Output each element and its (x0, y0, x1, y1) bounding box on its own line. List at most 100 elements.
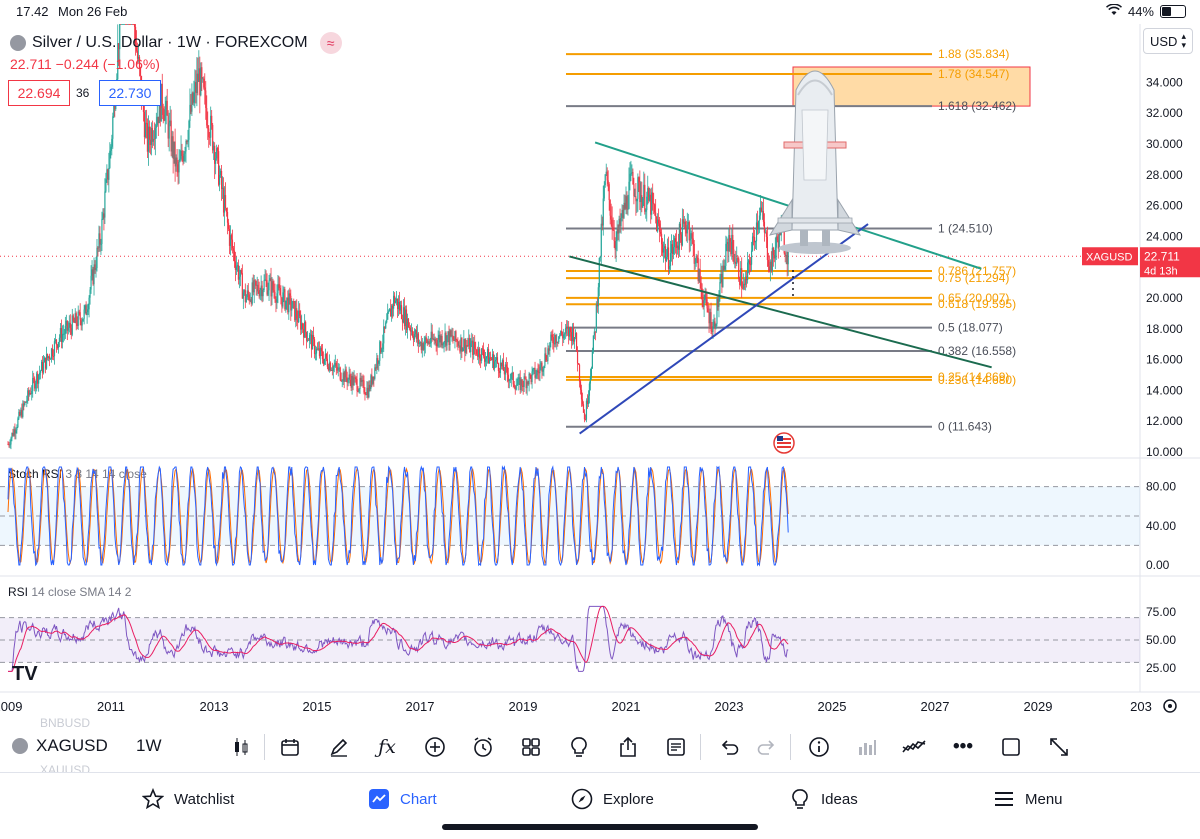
candle (603, 185, 605, 199)
candle (532, 369, 534, 372)
list-icon[interactable] (663, 734, 689, 760)
nav-ideas[interactable]: Ideas (789, 788, 858, 810)
candle (106, 169, 108, 180)
info-icon[interactable] (806, 734, 832, 760)
candle (240, 270, 242, 274)
interval-button[interactable]: 1W (136, 736, 162, 755)
candle (24, 401, 26, 406)
candle (386, 319, 388, 323)
candle (220, 170, 223, 190)
candle (218, 151, 220, 185)
candle (745, 276, 747, 285)
grid-icon[interactable] (518, 734, 544, 760)
more-icon[interactable]: ••• (953, 736, 973, 757)
plus-circle-icon[interactable] (422, 734, 448, 760)
candle (175, 157, 177, 167)
candle (539, 366, 541, 374)
candle (507, 374, 509, 382)
candle (656, 216, 658, 232)
candle (216, 148, 218, 159)
candle (690, 233, 692, 239)
candle (743, 283, 745, 289)
candle (42, 361, 44, 373)
candle (62, 333, 64, 335)
candle (51, 348, 54, 357)
square-icon[interactable] (998, 734, 1024, 760)
pencil-icon[interactable] (326, 734, 352, 760)
candle (484, 358, 487, 362)
candle (35, 383, 37, 389)
wave-icon[interactable]: ≈ (319, 32, 342, 54)
candle (678, 223, 680, 250)
candle (488, 357, 491, 364)
alarm-icon[interactable] (470, 734, 496, 760)
symbol-switcher[interactable]: XAGUSD (12, 736, 108, 756)
candle (362, 379, 364, 381)
bars-icon[interactable] (854, 734, 880, 760)
nav-menu[interactable]: Menu (993, 788, 1063, 810)
candle (649, 194, 651, 201)
settings-icon[interactable] (1163, 699, 1177, 713)
candle (250, 299, 252, 304)
compare-icon[interactable] (901, 734, 927, 760)
nav-chart[interactable]: Chart (368, 788, 437, 810)
toolbar-divider (264, 734, 265, 760)
candle (542, 369, 544, 372)
price-chart[interactable]: 0 (11.643) 0.236 (14.680)0.25 (14.869) 0.3… (0, 24, 1200, 724)
candle (586, 400, 589, 405)
candle (772, 247, 774, 256)
candle (297, 318, 299, 323)
candle (374, 367, 376, 379)
time-tick-label: 2011 (97, 699, 125, 714)
rsi-tick-label: 25.00 (1146, 661, 1176, 675)
candle (528, 373, 530, 385)
candle (124, 24, 126, 25)
share-icon[interactable] (615, 734, 641, 760)
buy-button[interactable]: 22.730 (99, 80, 161, 106)
candle (278, 284, 280, 288)
candle (600, 223, 602, 257)
candle (47, 356, 50, 359)
candle-type-icon[interactable] (228, 734, 254, 760)
candle (89, 289, 91, 298)
candle (553, 342, 555, 345)
candle (465, 345, 467, 353)
sell-button[interactable]: 22.694 (8, 80, 70, 106)
fx-icon[interactable]: ƒx (378, 736, 396, 758)
candle (606, 171, 608, 181)
nav-watchlist[interactable]: Watchlist (142, 788, 234, 810)
candle (406, 318, 409, 330)
candle (301, 323, 303, 330)
candle (249, 299, 251, 301)
candle (515, 385, 517, 390)
nav-explore[interactable]: Explore (571, 788, 654, 810)
candle (775, 236, 777, 248)
candle (119, 24, 121, 50)
silver-symbol-icon (10, 35, 26, 51)
candle (384, 326, 386, 329)
calendar-icon[interactable] (277, 734, 303, 760)
candle (315, 348, 318, 354)
candle (235, 266, 238, 270)
candle (306, 332, 308, 341)
candle (751, 236, 754, 251)
time-tick-label: 2021 (612, 699, 641, 714)
toolbar-symbol: XAGUSD (36, 736, 108, 755)
home-indicator[interactable] (442, 824, 758, 830)
candle (546, 359, 548, 361)
undo-icon[interactable] (716, 734, 742, 760)
candle (555, 334, 557, 344)
candle (464, 339, 466, 353)
symbol-title[interactable]: Silver / U.S. Dollar · 1W · FOREXCOM ≈ (10, 32, 342, 54)
redo-icon[interactable] (754, 734, 780, 760)
currency-select[interactable]: USD ▴ ▾ (1143, 28, 1193, 54)
candle (389, 308, 391, 312)
lightbulb-icon[interactable] (566, 734, 592, 760)
fullscreen-icon[interactable] (1046, 734, 1072, 760)
ghost-symbol-above: BNBUSD (40, 716, 91, 730)
candle (19, 411, 21, 416)
candle (474, 341, 476, 349)
candle (403, 307, 406, 327)
candle (767, 260, 769, 267)
candle (413, 334, 415, 340)
